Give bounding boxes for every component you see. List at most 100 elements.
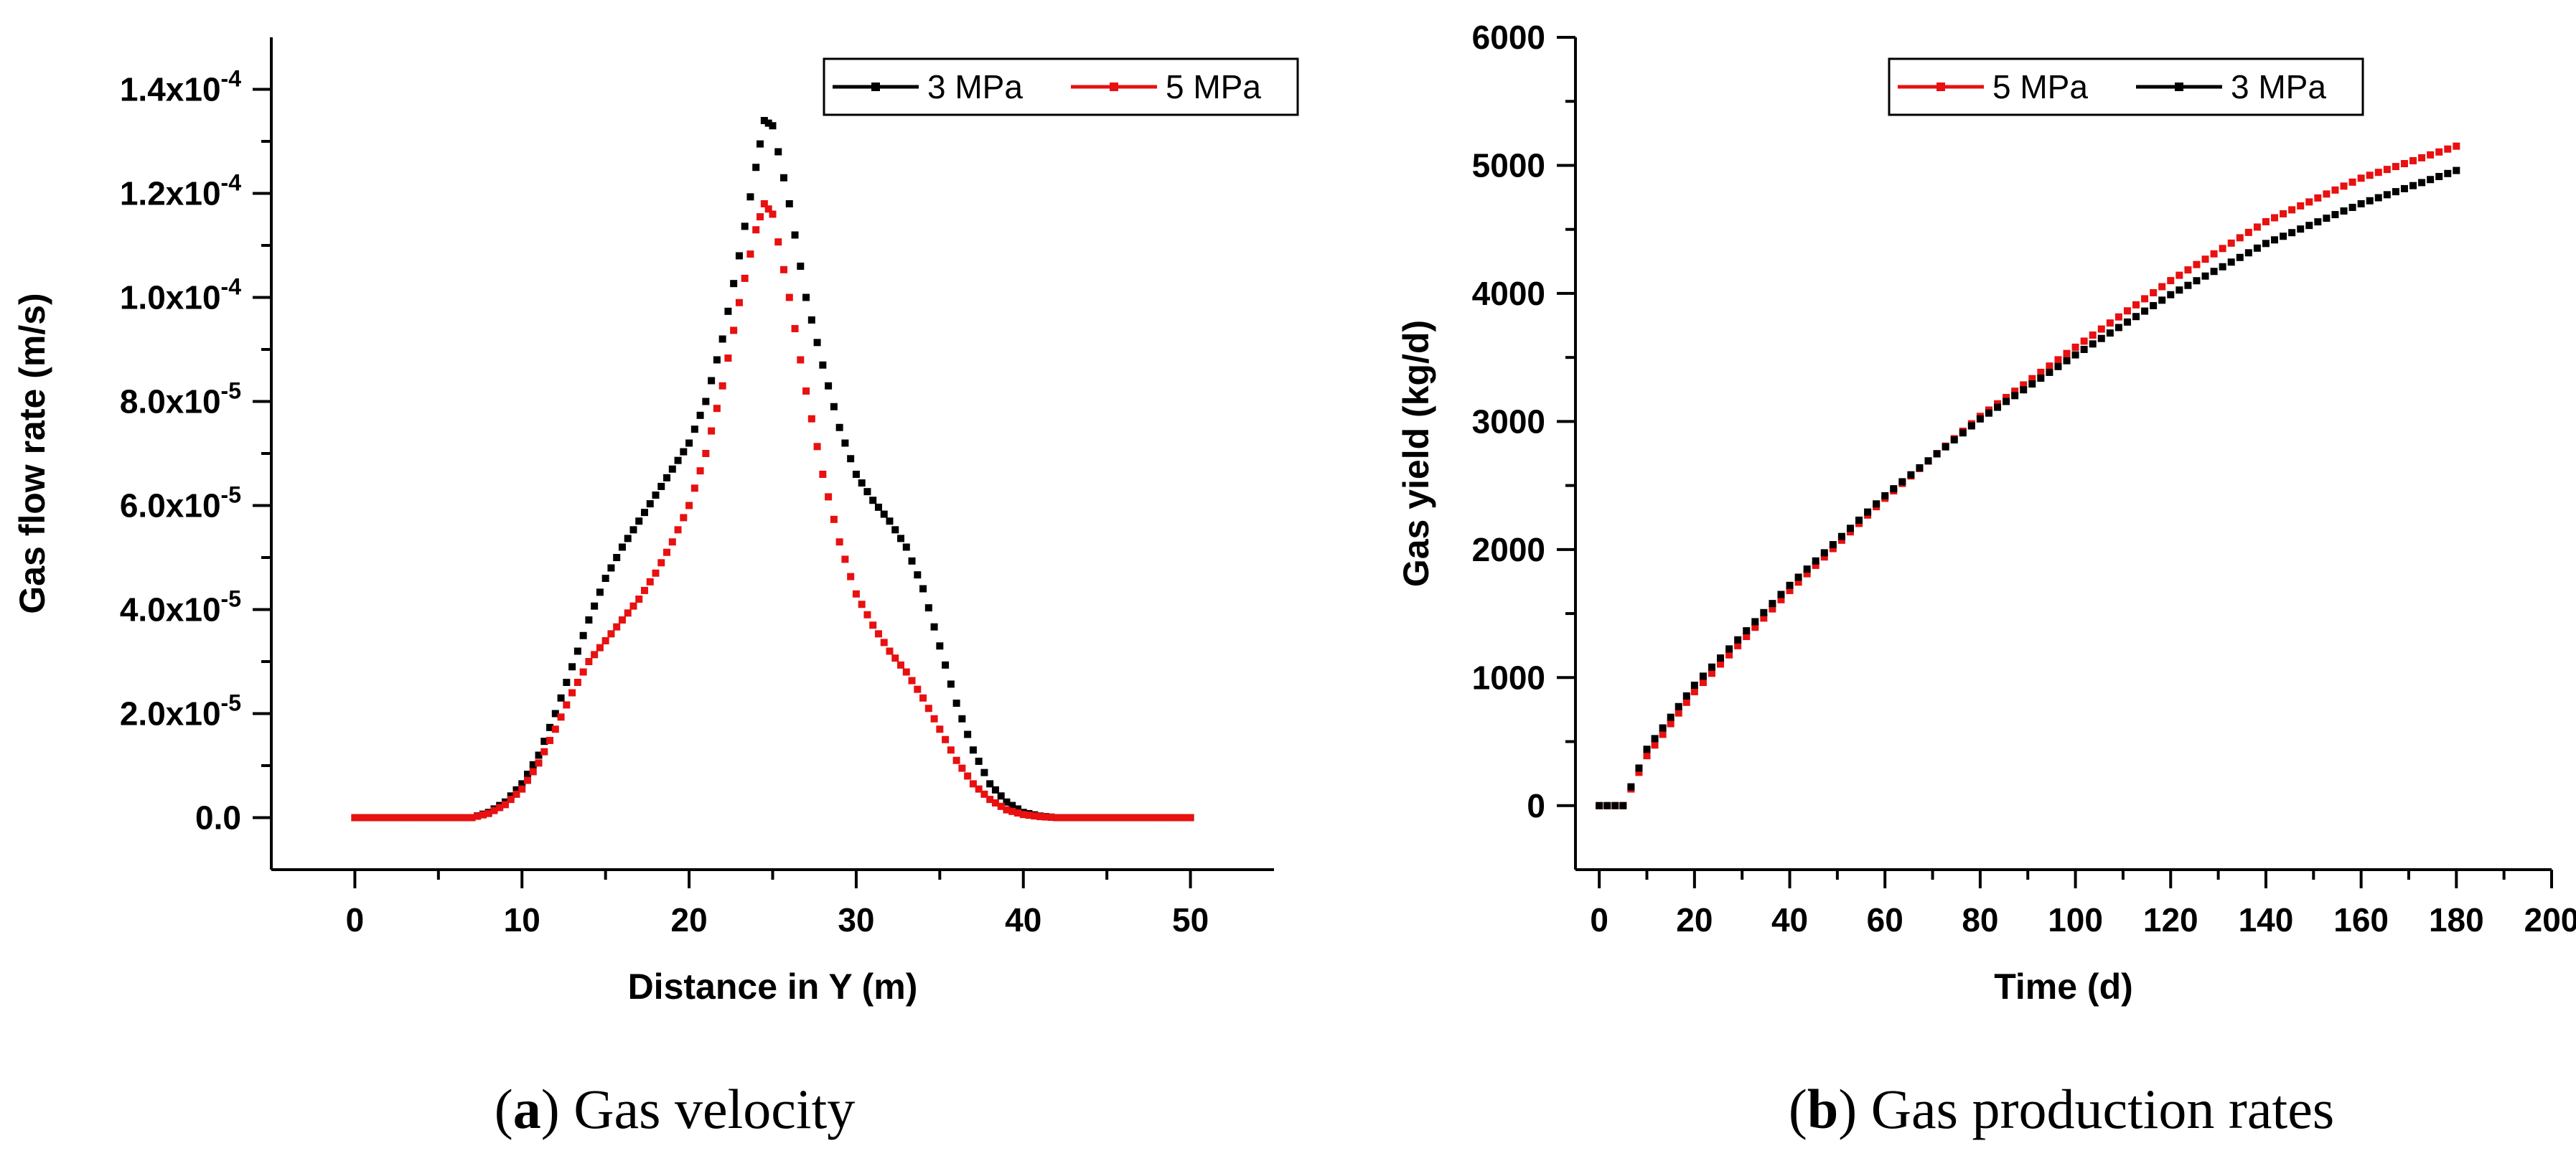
data-point	[1164, 814, 1172, 822]
data-point	[2453, 166, 2460, 174]
data-point	[1114, 814, 1122, 822]
data-point	[690, 426, 698, 433]
data-point	[652, 492, 660, 499]
data-point	[2150, 288, 2158, 296]
data-point	[908, 557, 916, 565]
data-point	[1967, 422, 1975, 430]
data-point	[1994, 403, 2002, 411]
data-point	[613, 623, 621, 631]
data-point	[942, 661, 950, 669]
data-point	[1950, 436, 1958, 444]
data-point	[2280, 232, 2287, 240]
data-point	[1081, 814, 1089, 822]
data-point	[780, 174, 788, 182]
data-point	[852, 471, 860, 478]
data-point	[2409, 182, 2417, 189]
data-point	[1181, 814, 1189, 822]
data-point	[1170, 814, 1178, 822]
data-point	[1725, 645, 1733, 653]
data-point	[573, 647, 581, 655]
data-point	[585, 616, 593, 624]
data-point	[769, 122, 777, 130]
data-point	[568, 689, 576, 697]
data-point	[969, 780, 977, 788]
data-point	[2331, 186, 2339, 194]
data-point	[1153, 814, 1161, 822]
data-point	[702, 398, 710, 405]
data-point	[830, 515, 838, 523]
data-point	[407, 814, 415, 822]
data-point	[1985, 409, 1992, 417]
data-point	[1142, 814, 1150, 822]
data-point	[1003, 798, 1011, 806]
data-point	[2003, 393, 2010, 401]
data-point	[2167, 291, 2175, 298]
data-point	[980, 790, 988, 798]
caption-paren-close: )	[1838, 1078, 1857, 1140]
data-point	[551, 710, 559, 718]
x-tick-label: 200	[2524, 901, 2576, 939]
data-point	[1036, 813, 1044, 821]
y-tick-label-base: 4000	[1472, 275, 1545, 312]
data-point	[2106, 329, 2114, 337]
x-tick-label: 120	[2143, 901, 2198, 939]
series-3-mpa	[1596, 166, 2460, 809]
data-point	[897, 535, 905, 542]
x-tick-label: 80	[1962, 901, 1998, 939]
data-point	[579, 668, 587, 676]
data-point	[1916, 464, 1924, 471]
data-point	[2427, 151, 2435, 159]
data-point	[1627, 783, 1635, 791]
data-point	[646, 578, 654, 586]
data-point	[835, 538, 843, 546]
data-point	[2219, 245, 2226, 253]
data-point	[760, 117, 768, 124]
data-point	[640, 509, 648, 517]
data-point	[847, 455, 855, 463]
data-point	[1743, 627, 1751, 635]
y-tick-label-base: 4.0x10	[120, 591, 221, 629]
data-point	[830, 403, 838, 410]
data-point	[2089, 332, 2097, 339]
data-point	[914, 571, 922, 579]
data-point	[1619, 801, 1627, 809]
data-point	[674, 526, 682, 534]
data-point	[791, 325, 799, 332]
y-tick-label-base: 0.0	[195, 799, 241, 837]
series-5-mpa	[351, 200, 1194, 822]
data-point	[1769, 605, 1776, 613]
panel-caption: (b) Gas production rates	[1789, 1078, 2334, 1140]
data-point	[2020, 386, 2028, 394]
data-point	[2262, 217, 2270, 225]
data-point	[2314, 194, 2322, 202]
data-point	[434, 814, 442, 822]
data-point	[2323, 215, 2331, 222]
data-point	[1103, 814, 1111, 822]
data-point	[635, 596, 643, 603]
data-point	[1803, 565, 1811, 573]
data-point	[663, 548, 671, 556]
data-point	[1777, 596, 1785, 603]
data-point	[760, 200, 768, 207]
data-point	[596, 588, 604, 596]
data-point	[841, 555, 849, 563]
data-point	[891, 654, 899, 662]
data-point	[685, 439, 693, 447]
data-point	[919, 694, 927, 702]
data-point	[952, 700, 960, 707]
data-point	[2054, 362, 2062, 370]
data-point	[395, 814, 403, 822]
data-point	[524, 771, 532, 779]
y-tick-label: 5000	[1472, 146, 1545, 184]
data-point	[769, 210, 777, 218]
data-point	[880, 639, 888, 647]
y-tick-label: 6000	[1472, 19, 1545, 56]
data-point	[2236, 234, 2244, 242]
data-point	[1019, 811, 1027, 819]
data-point	[2028, 380, 2036, 388]
y-tick-label-base: 2000	[1472, 531, 1545, 568]
data-point	[785, 293, 793, 301]
data-point	[947, 680, 955, 688]
data-point	[635, 517, 643, 525]
data-point	[1682, 698, 1690, 706]
